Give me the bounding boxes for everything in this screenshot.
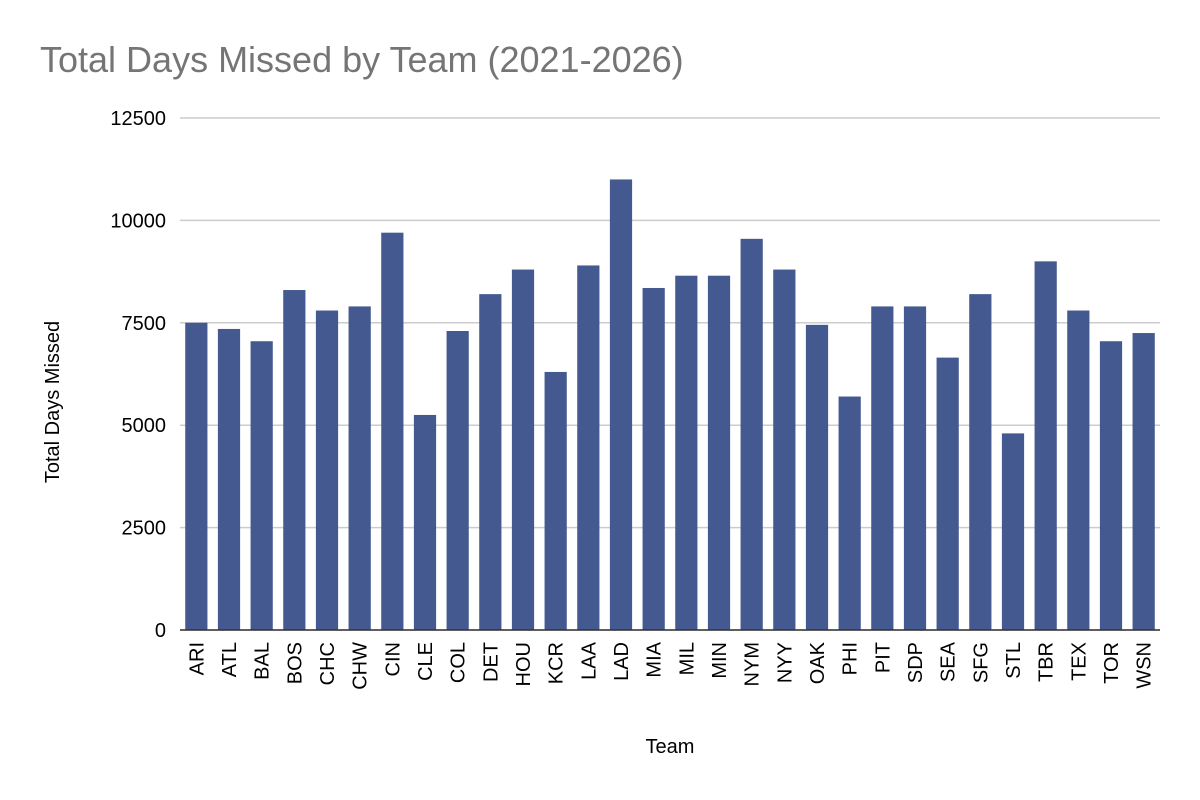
x-tick-label: CHC: [317, 642, 339, 685]
y-tick-label: 7500: [122, 313, 167, 335]
bar: [381, 232, 404, 631]
x-tick-label: STL: [1003, 642, 1025, 679]
y-tick-label: 10000: [110, 210, 166, 232]
x-tick-label: SEA: [938, 641, 960, 682]
y-tick-label: 2500: [122, 518, 167, 540]
x-tick-label: MIA: [644, 641, 666, 677]
bar: [217, 328, 241, 630]
bar: [315, 310, 339, 630]
x-tick-label: BAL: [252, 642, 274, 680]
x-tick-label: LAA: [578, 641, 600, 679]
x-tick-label: PHI: [840, 642, 862, 675]
bar: [511, 269, 535, 630]
x-tick-label: ATL: [219, 642, 241, 677]
y-tick-label: 12500: [110, 108, 166, 130]
bar: [740, 238, 763, 630]
bar: [1099, 341, 1123, 630]
bar: [871, 306, 894, 630]
bar: [805, 324, 829, 630]
bar: [936, 357, 959, 630]
x-tick-label: TOR: [1101, 642, 1123, 684]
bar: [1001, 433, 1025, 630]
bar: [413, 414, 437, 630]
x-tick-label: MIL: [676, 642, 698, 675]
x-axis-title: Team: [646, 736, 695, 758]
bar: [609, 179, 633, 630]
x-tick-label: PIT: [872, 642, 894, 673]
y-tick-label: 5000: [122, 415, 167, 437]
x-tick-label: BOS: [284, 642, 306, 684]
bar: [1132, 333, 1155, 630]
bar: [446, 330, 469, 630]
x-tick-label: TBR: [1036, 642, 1058, 682]
bar: [1034, 261, 1057, 630]
bar: [773, 269, 796, 630]
x-tick-label: DET: [480, 642, 502, 682]
bar: [577, 265, 600, 630]
x-tick-label: WSN: [1134, 642, 1156, 689]
bar: [838, 396, 861, 630]
bar: [642, 287, 665, 630]
x-tick-label: ARI: [186, 642, 208, 675]
bar: [479, 294, 502, 630]
x-tick-label: SDP: [905, 642, 927, 683]
bar: [903, 306, 927, 630]
x-tick-label: NYY: [774, 642, 796, 683]
x-tick-label: SFG: [970, 642, 992, 683]
x-tick-label: HOU: [513, 642, 535, 686]
chart-title: Total Days Missed by Team (2021-2026): [40, 39, 684, 80]
y-axis-title: Total Days Missed: [42, 321, 64, 483]
bar: [348, 306, 371, 630]
x-tick-label: LAD: [611, 642, 633, 681]
x-tick-label: MIN: [709, 642, 731, 679]
bar: [544, 371, 567, 630]
bar: [283, 290, 306, 630]
bar: [185, 322, 208, 630]
x-tick-label: CLE: [415, 642, 437, 681]
x-tick-label: COL: [448, 642, 470, 683]
x-tick-label: CIN: [382, 642, 404, 676]
x-tick-label: CHW: [350, 642, 372, 690]
bar: [1067, 310, 1090, 630]
x-tick-label: KCR: [546, 642, 568, 684]
bar: [250, 341, 273, 630]
bar: [969, 294, 992, 630]
bar: [707, 275, 731, 630]
y-tick-label: 0: [155, 620, 166, 642]
bar: [675, 275, 698, 630]
x-tick-label: TEX: [1068, 642, 1090, 681]
x-tick-label: OAK: [807, 641, 829, 684]
x-tick-label: NYM: [742, 642, 764, 686]
